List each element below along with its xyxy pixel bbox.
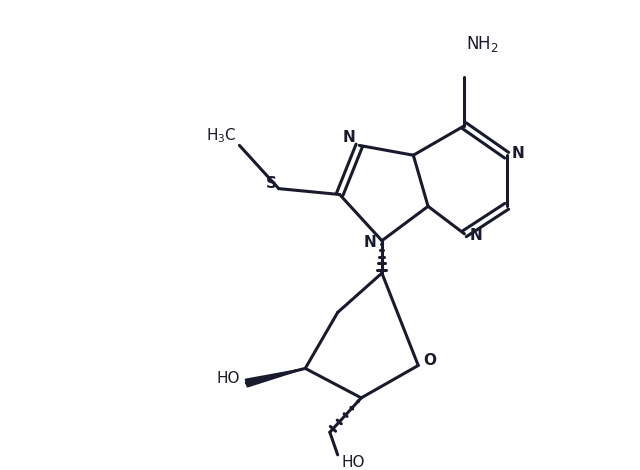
Polygon shape — [245, 368, 305, 387]
Text: HO: HO — [217, 371, 241, 386]
Text: N: N — [364, 235, 376, 250]
Text: N: N — [512, 146, 525, 161]
Text: H$_3$C: H$_3$C — [207, 126, 237, 145]
Text: N: N — [470, 228, 483, 243]
Text: HO: HO — [342, 455, 365, 470]
Text: NH$_2$: NH$_2$ — [466, 34, 499, 54]
Text: S: S — [266, 176, 276, 191]
Text: N: N — [343, 130, 356, 145]
Text: O: O — [424, 353, 436, 368]
